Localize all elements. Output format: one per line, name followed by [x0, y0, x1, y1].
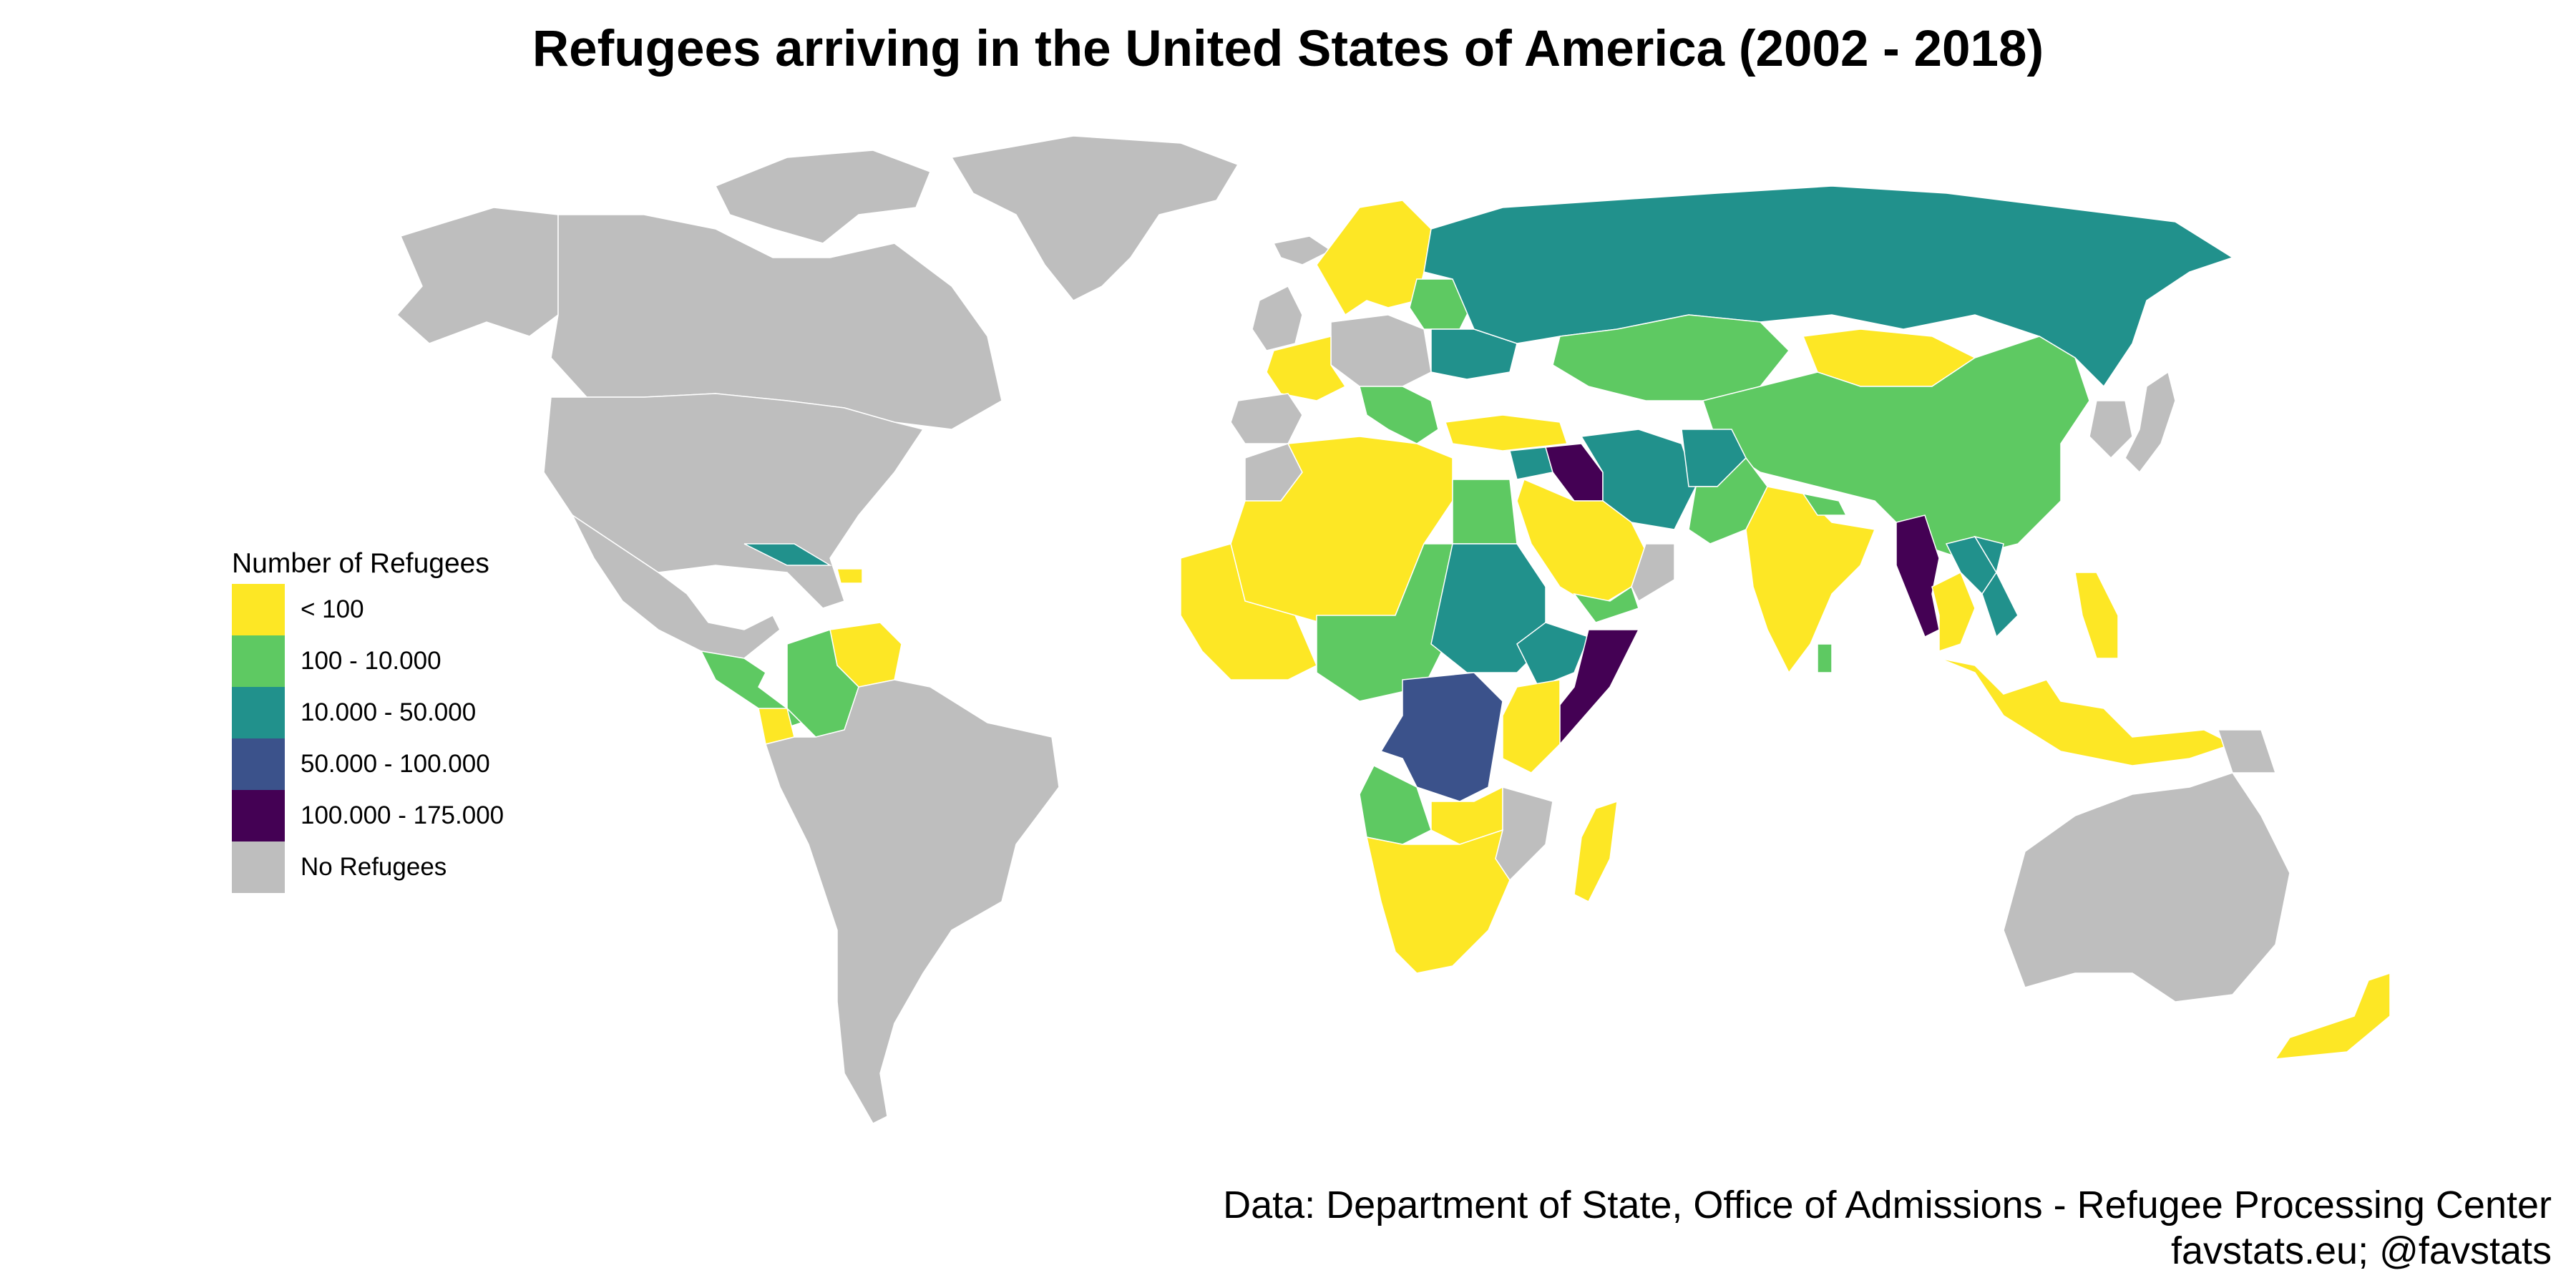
philippines — [2074, 572, 2119, 659]
map-title: Refugees arriving in the United States o… — [532, 21, 2044, 77]
arctic-islands — [714, 150, 931, 244]
alaska — [396, 207, 559, 344]
united-kingdom — [1252, 285, 1303, 351]
haiti — [836, 568, 863, 584]
west-africa — [1180, 543, 1317, 680]
countries — [396, 135, 2391, 1124]
thailand — [1931, 571, 1976, 653]
central-europe — [1330, 314, 1432, 387]
china — [1702, 336, 2090, 559]
legend-swatch — [232, 635, 285, 687]
sri-lanka — [1817, 643, 1833, 673]
oman — [1631, 543, 1675, 602]
legend-item: 100 - 10.000 — [232, 635, 532, 687]
madagascar — [1574, 800, 1618, 903]
legend-label: 100 - 10.000 — [301, 647, 441, 675]
legend: Number of Refugees < 100 100 - 10.000 10… — [232, 544, 532, 893]
legend-swatch — [232, 790, 285, 841]
source-line: Data: Department of State, Office of Adm… — [1223, 1184, 2552, 1226]
legend-item: < 100 — [232, 584, 532, 635]
india — [1745, 486, 1876, 674]
balkans — [1359, 386, 1439, 444]
greenland — [950, 135, 1239, 301]
new-zealand — [2274, 972, 2391, 1060]
kenya — [1502, 679, 1561, 774]
legend-item: 100.000 - 175.000 — [232, 790, 532, 841]
credit-line: favstats.eu; @favstats — [2170, 1229, 2552, 1272]
western-europe — [1266, 336, 1347, 401]
legend-item: No Refugees — [232, 841, 532, 893]
ethiopia — [1516, 622, 1589, 688]
legend-item: 50.000 - 100.000 — [232, 738, 532, 790]
iceland — [1272, 235, 1332, 265]
japan — [2124, 371, 2176, 474]
nepal — [1802, 492, 1848, 516]
indonesia — [1938, 658, 2234, 766]
legend-title: Number of Refugees — [232, 548, 489, 579]
vietnam — [1974, 535, 2019, 638]
south-america — [765, 679, 1060, 1124]
southern-africa — [1366, 829, 1511, 974]
mexico — [571, 513, 781, 659]
legend-label: < 100 — [301, 595, 364, 623]
united-states — [543, 393, 924, 609]
legend-label: 50.000 - 100.000 — [301, 750, 490, 778]
iberia — [1230, 393, 1303, 444]
korea — [2089, 400, 2133, 459]
iran — [1580, 429, 1697, 530]
yemen — [1573, 585, 1639, 623]
legend-swatch — [232, 584, 285, 635]
cuba — [743, 543, 832, 566]
legend-label: 100.000 - 175.000 — [301, 801, 504, 829]
egypt — [1452, 479, 1518, 545]
legend-label: 10.000 - 50.000 — [301, 698, 477, 726]
legend-item: 10.000 - 50.000 — [232, 687, 532, 738]
source-caption: Data: Department of State, Office of Adm… — [1223, 1182, 2552, 1274]
syria — [1509, 447, 1553, 480]
legend-label: No Refugees — [301, 853, 447, 881]
australia — [2003, 772, 2290, 1002]
legend-swatch — [232, 687, 285, 738]
legend-swatch — [232, 841, 285, 893]
papua-new-guinea — [2217, 729, 2277, 774]
mozambique — [1495, 786, 1553, 882]
turkey — [1444, 414, 1568, 452]
legend-swatch — [232, 738, 285, 790]
